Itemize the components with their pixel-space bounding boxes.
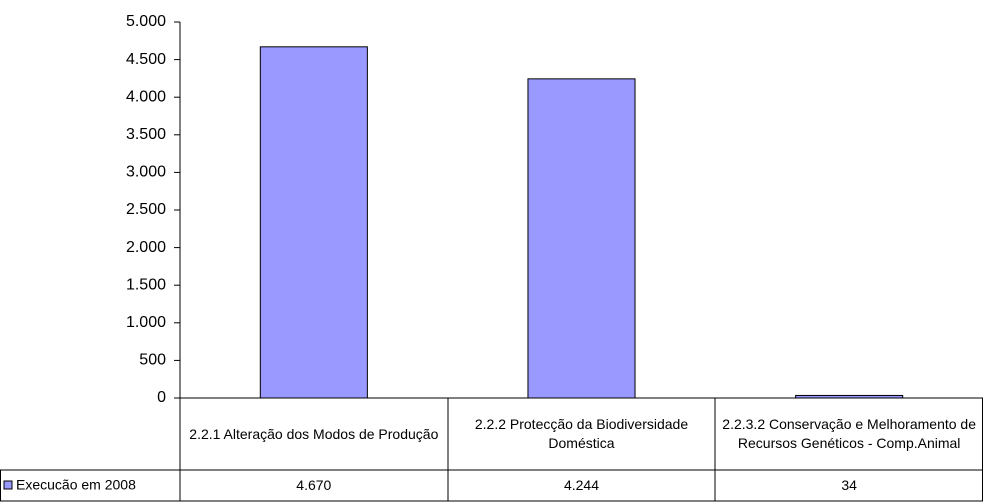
category-label: 2.2.2 Protecção da Biodiversidade Domést… xyxy=(474,416,689,451)
data-table-value: 4.244 xyxy=(563,477,599,493)
bar xyxy=(259,46,368,399)
bar xyxy=(795,394,904,399)
data-table-value: 34 xyxy=(841,477,857,493)
y-tick-label: 2.000 xyxy=(126,239,166,256)
y-tick-label: 3.500 xyxy=(126,126,166,143)
data-table-value: 4.670 xyxy=(296,477,332,493)
category-label: 2.2.1 Alteração dos Modos de Produção xyxy=(189,425,439,442)
y-tick-label: 3.000 xyxy=(126,164,166,181)
bar xyxy=(527,78,636,399)
y-tick-label: 2.500 xyxy=(126,201,166,218)
y-tick-label: 500 xyxy=(139,352,166,369)
y-tick-label: 4.000 xyxy=(126,88,166,105)
legend-swatch xyxy=(3,480,13,490)
y-tick-label: 4.500 xyxy=(126,51,166,68)
y-tick-label: 5.000 xyxy=(126,13,166,30)
legend-label: Execucão em 2008 xyxy=(16,477,136,493)
y-tick-label: 0 xyxy=(157,389,166,406)
y-tick-label: 1.000 xyxy=(126,314,166,331)
category-label: 2.2.3.2 Conservação e Melhoramento de Re… xyxy=(722,416,977,451)
y-tick-label: 1.500 xyxy=(126,276,166,293)
